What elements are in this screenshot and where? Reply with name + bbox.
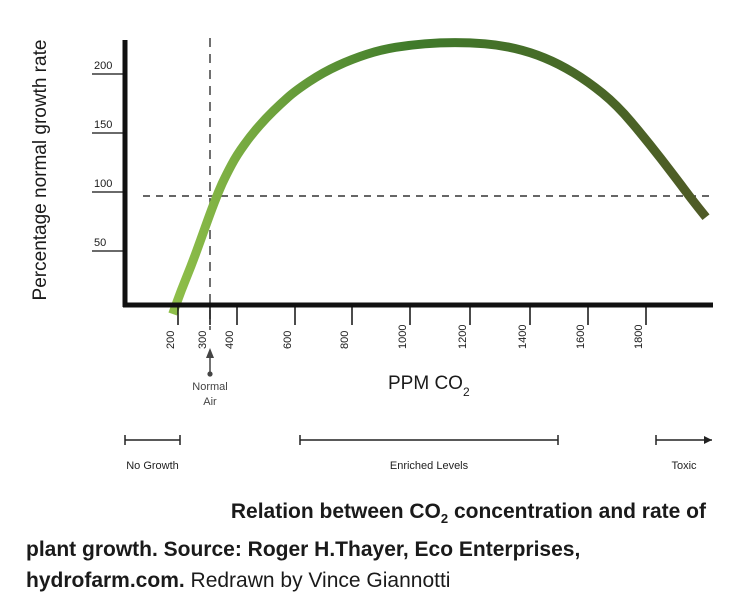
normal-air-label-line2: Air (203, 396, 217, 408)
x-tick-label: 600 (282, 331, 294, 349)
y-axis-label-group: Percentage normal growth rate (30, 40, 51, 301)
range-brackets: No Growth Enriched Levels Toxic (125, 435, 712, 472)
normal-air-label-line1: Normal (192, 381, 227, 393)
y-tick-label: 150 (94, 119, 112, 131)
figure-caption: Relation between CO2 concentration and r… (26, 496, 726, 596)
range-label: Toxic (671, 460, 697, 472)
range-no-growth: No Growth (125, 435, 180, 472)
x-tick-label: 1200 (457, 325, 469, 349)
annotations: Normal Air (192, 348, 227, 408)
caption-text-3: plant growth. Source: Roger H.Thayer, Ec… (26, 538, 580, 561)
range-label: Enriched Levels (390, 460, 469, 472)
y-tick-label: 200 (94, 60, 112, 72)
axes (123, 40, 713, 307)
chart: Percentage normal growth rate 50 100 150 20… (0, 0, 756, 500)
x-tick-label: 400 (224, 331, 236, 349)
normal-air-dot (207, 371, 212, 376)
x-axis-label-subscript: 2 (463, 385, 470, 399)
growth-curve-group (173, 43, 707, 315)
x-tick-label: 1400 (517, 325, 529, 349)
caption-text-5: Redrawn by Vince Giannotti (185, 569, 451, 592)
x-tick-label: 1800 (633, 325, 645, 349)
x-tick-label: 300 (197, 331, 209, 349)
x-tick-label: 800 (339, 331, 351, 349)
caption-line-1: Relation between CO2 concentration and r… (26, 496, 726, 534)
range-enriched-levels: Enriched Levels (300, 435, 558, 472)
caption-text-1: Relation between CO (231, 500, 441, 523)
y-tick-label: 100 (94, 178, 112, 190)
x-tick-label: 200 (165, 331, 177, 349)
range-arrowhead (704, 436, 712, 444)
y-axis-label: Percentage normal growth rate (30, 40, 51, 301)
caption-text-4: hydrofarm.com. (26, 569, 185, 592)
x-axis-label-main: PPM CO (388, 373, 463, 394)
x-axis-label: PPM CO2 (388, 373, 470, 399)
reference-lines (143, 38, 713, 330)
ticks: 50 100 150 200 200 300 400 600 800 1000 1200 1400 16… (92, 60, 646, 399)
x-tick-label: 1600 (575, 325, 587, 349)
x-tick-label: 1000 (397, 325, 409, 349)
range-label: No Growth (126, 460, 179, 472)
range-toxic: Toxic (656, 435, 712, 472)
growth-curve (173, 43, 706, 314)
caption-text-2: concentration and rate of (448, 500, 706, 523)
y-tick-label: 50 (94, 237, 106, 249)
